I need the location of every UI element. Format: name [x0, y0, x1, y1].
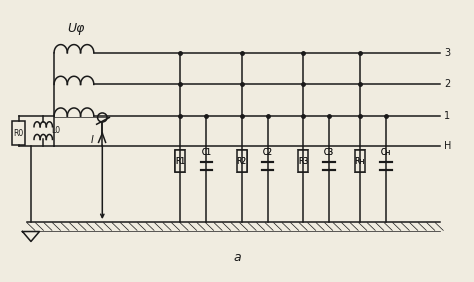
Text: R0: R0 — [14, 129, 24, 138]
Bar — [379, 160, 393, 171]
Text: R2: R2 — [237, 157, 247, 166]
Text: Cн: Cн — [381, 148, 391, 157]
Text: R1: R1 — [175, 157, 185, 166]
Text: C2: C2 — [263, 148, 273, 157]
Bar — [261, 160, 275, 171]
Text: R1: R1 — [175, 157, 185, 166]
Bar — [298, 150, 309, 173]
Text: C3: C3 — [324, 148, 334, 157]
Text: R2: R2 — [237, 157, 247, 166]
Text: R3: R3 — [298, 157, 308, 166]
Bar — [322, 160, 336, 171]
Text: C3: C3 — [324, 148, 334, 157]
Bar — [236, 150, 247, 173]
Text: Uφ: Uφ — [68, 22, 85, 35]
Text: C1: C1 — [201, 148, 211, 157]
Bar — [298, 150, 309, 173]
Text: Rн: Rн — [355, 157, 365, 166]
Text: L0: L0 — [52, 126, 61, 135]
Bar — [174, 150, 186, 173]
Bar — [175, 150, 185, 173]
Text: 1: 1 — [444, 111, 450, 121]
Bar — [12, 121, 25, 145]
Text: R3: R3 — [298, 157, 308, 166]
Text: 2: 2 — [444, 80, 450, 89]
Bar — [355, 150, 365, 173]
Text: Cн: Cн — [381, 148, 391, 157]
Text: 3: 3 — [444, 48, 450, 58]
Text: Rн: Rн — [355, 157, 365, 166]
Bar — [199, 160, 213, 171]
Bar — [354, 150, 365, 173]
Bar — [355, 150, 365, 173]
Text: I: I — [91, 135, 93, 145]
Bar — [237, 150, 247, 173]
Text: a: a — [233, 251, 241, 264]
Text: C1: C1 — [201, 148, 211, 157]
Text: C2: C2 — [263, 148, 273, 157]
Text: H: H — [444, 140, 451, 151]
Bar — [298, 150, 309, 173]
Bar — [237, 150, 247, 173]
Bar — [175, 150, 185, 173]
